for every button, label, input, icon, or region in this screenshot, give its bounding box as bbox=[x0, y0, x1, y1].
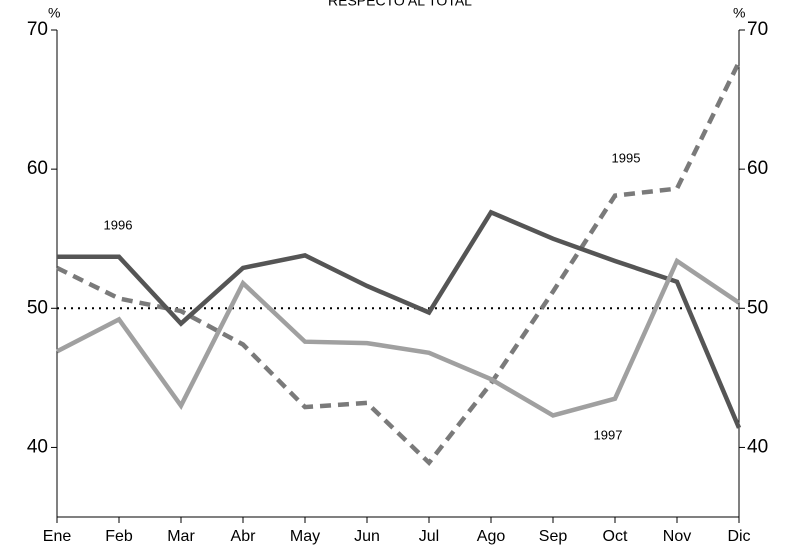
chart-title: RESPECTO AL TOTAL bbox=[328, 0, 472, 9]
x-tick-label: Ene bbox=[43, 528, 72, 545]
y2-tick-label: 70 bbox=[747, 19, 768, 40]
y2-tick-label: 60 bbox=[747, 158, 768, 179]
x-tick-label: Ago bbox=[477, 528, 506, 545]
series-line bbox=[56, 61, 742, 467]
series-line bbox=[57, 209, 742, 429]
series-label: 1996 bbox=[104, 217, 133, 232]
x-tick-label: Sep bbox=[539, 528, 568, 545]
y-tick-label: 60 bbox=[27, 158, 48, 179]
y-tick-label: 40 bbox=[27, 436, 48, 457]
x-tick-label: Jul bbox=[419, 528, 439, 545]
x-tick-label: Feb bbox=[105, 528, 133, 545]
x-tick-label: Nov bbox=[663, 528, 691, 545]
y-axis-label: % bbox=[48, 5, 60, 21]
series-label: 1995 bbox=[612, 150, 641, 165]
x-tick-label: Jun bbox=[354, 528, 380, 545]
series-label: 1997 bbox=[594, 427, 623, 442]
y2-tick-label: 40 bbox=[747, 436, 768, 457]
y-tick-label: 70 bbox=[27, 19, 48, 40]
x-tick-label: Mar bbox=[167, 528, 195, 545]
series-line bbox=[55, 257, 741, 418]
y-tick-label: 50 bbox=[27, 297, 48, 318]
x-tick-label: Oct bbox=[603, 528, 628, 545]
y2-axis-label: % bbox=[733, 5, 745, 21]
x-tick-label: Dic bbox=[727, 528, 750, 545]
x-tick-label: May bbox=[290, 528, 320, 545]
y2-tick-label: 50 bbox=[747, 297, 768, 318]
x-tick-label: Abr bbox=[231, 528, 257, 545]
